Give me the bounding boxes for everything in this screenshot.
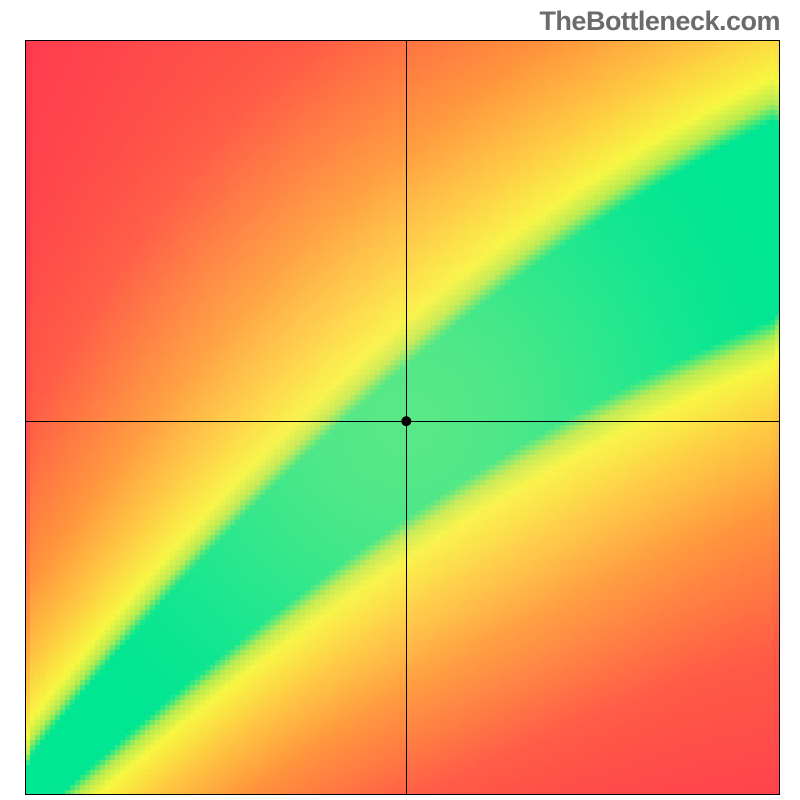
watermark-text: TheBottleneck.com (539, 6, 780, 37)
overlay-canvas (0, 0, 800, 800)
chart-container: TheBottleneck.com (0, 0, 800, 800)
